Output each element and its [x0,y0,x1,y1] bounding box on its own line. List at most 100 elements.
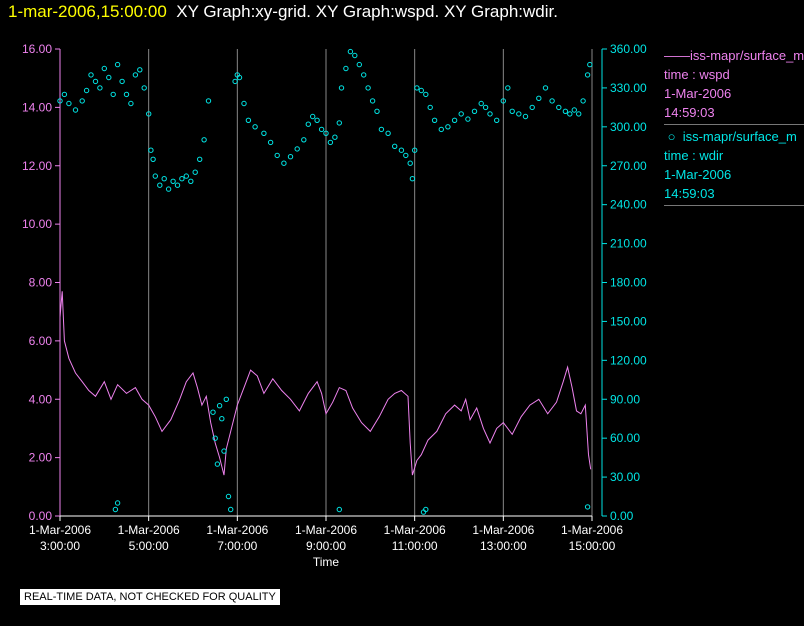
graph-names: XY Graph:xy-grid. XY Graph:wspd. XY Grap… [176,2,558,21]
wdir-point [556,104,562,111]
wdir-point [327,139,334,146]
wdir-point [458,111,464,117]
right-tick-label: 120.00 [610,353,647,367]
wdir-point [66,100,72,107]
left-tick-label: 16.00 [22,42,52,56]
wdir-point [567,111,573,117]
wdir-point [123,91,130,98]
wdir-point [97,85,103,91]
wdir-point [536,95,542,102]
wdir-point [305,121,311,127]
wdir-point [407,160,413,166]
wdir-point [274,152,280,159]
wdir-point [192,169,198,175]
x-tick-time: 5:00:00 [129,539,169,553]
wdir-point [174,182,181,188]
right-tick-label: 30.00 [610,470,640,484]
wdir-point [423,91,429,98]
wdir-point [57,98,63,104]
wdir-point [584,72,591,78]
legend-entry-wspd: ——iss-mapr/surface_m time : wspd 1-Mar-2… [664,46,804,125]
wdir-point [451,117,458,124]
wdir-point [584,504,591,510]
wdir-point [522,113,529,120]
right-tick-label: 270.00 [610,159,647,173]
wdir-point [223,396,230,402]
left-tick-label: 2.00 [29,451,53,465]
wdir-point [137,67,143,73]
wdir-point [281,160,287,166]
right-tick-label: 210.00 [610,237,647,251]
wdir-point [132,72,139,78]
wdir-point [119,78,125,85]
wdir-point [445,124,451,130]
wdir-point [212,435,218,441]
timestamp: 1-mar-2006,15:00:00 [8,2,167,21]
wdir-point [409,176,416,182]
wdir-point [225,493,232,500]
wdir-point [188,178,194,185]
wdir-point [228,506,234,513]
wdir-point [152,173,159,179]
legend-date: 1-Mar-2006 [664,167,732,182]
wdir-point [412,147,418,153]
left-tick-label: 10.00 [22,217,52,231]
wdir-point [465,116,471,122]
wdir-point [241,100,247,107]
wdir-point [562,108,569,115]
wdir-point [183,173,190,179]
wdir-point [101,65,108,72]
wdir-point [214,461,221,467]
right-tick-label: 0.00 [610,509,634,523]
wdir-point [72,107,79,113]
wdir-point [83,87,90,94]
wdir-point [378,126,385,133]
wdir-point [232,78,238,85]
wdir-point [338,85,345,91]
wdir-point [197,156,203,163]
wdir-point [392,143,398,150]
wdir-point [112,506,119,513]
wdir-point [482,104,489,111]
wdir-point [287,154,294,160]
x-tick-date: 1-Mar-2006 [384,523,446,537]
wdir-point [294,146,300,152]
right-tick-label: 300.00 [610,120,647,134]
legend-var: time : wspd [664,67,730,82]
wdir-point [128,100,134,107]
quality-disclaimer: REAL-TIME DATA, NOT CHECKED FOR QUALITY [20,589,280,605]
wdir-point [542,85,549,91]
wdir-point [61,91,68,98]
legend-time: 14:59:03 [664,186,715,201]
wdir-point [148,147,154,153]
x-tick-date: 1-Mar-2006 [29,523,91,537]
wdir-point [106,74,112,81]
x-tick-date: 1-Mar-2006 [206,523,268,537]
wdir-point [216,403,223,409]
wdir-point [79,98,85,104]
wdir-point [336,120,342,126]
right-tick-label: 360.00 [610,42,647,56]
wspd-series-line [59,291,592,476]
legend-time: 14:59:03 [664,105,715,120]
wdir-point [301,137,307,143]
wdir-point [245,117,252,124]
wdir-point [529,104,535,111]
wdir-point [267,139,274,146]
right-tick-label: 240.00 [610,198,647,212]
wdir-point [494,117,500,124]
wdir-point [361,72,367,78]
x-tick-time: 9:00:00 [306,539,346,553]
left-tick-label: 6.00 [29,334,53,348]
wdir-point [221,448,227,454]
wdir-point [431,117,438,124]
wdir-point [332,134,338,140]
wdir-point [179,176,185,182]
wdir-point [549,98,555,104]
right-tick-label: 330.00 [610,81,647,95]
legend-entry-wdir: ○ iss-mapr/surface_m time : wdir 1-Mar-2… [664,127,804,206]
wdir-point [323,130,329,137]
wdir-point [505,85,511,91]
legend-label: iss-mapr/surface_m [682,129,797,144]
legend-var: time : wdir [664,148,724,163]
